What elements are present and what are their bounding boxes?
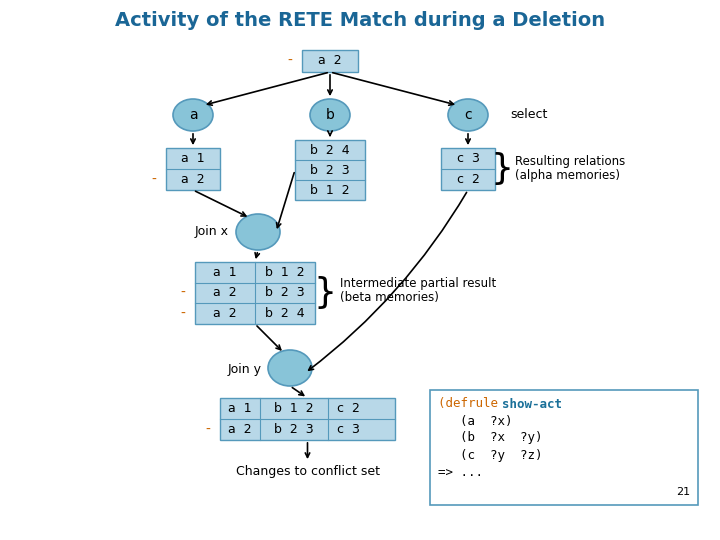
Text: a  2: a 2 bbox=[213, 287, 237, 300]
FancyBboxPatch shape bbox=[195, 262, 315, 324]
Text: a  1: a 1 bbox=[181, 152, 204, 165]
Text: (c  ?y  ?z): (c ?y ?z) bbox=[460, 449, 542, 462]
Text: b  2  4: b 2 4 bbox=[265, 307, 305, 320]
Text: -: - bbox=[206, 422, 210, 436]
Text: c  2: c 2 bbox=[336, 402, 359, 415]
Text: -: - bbox=[287, 54, 292, 68]
Text: -: - bbox=[181, 307, 186, 321]
Ellipse shape bbox=[310, 99, 350, 131]
Text: c  3: c 3 bbox=[336, 423, 359, 436]
Text: -: - bbox=[181, 286, 186, 300]
Text: a  2: a 2 bbox=[318, 55, 342, 68]
Text: c: c bbox=[464, 108, 472, 122]
Text: show-act: show-act bbox=[502, 397, 562, 410]
Text: b  2  3: b 2 3 bbox=[265, 287, 305, 300]
Text: Join x: Join x bbox=[195, 226, 229, 239]
Text: a  2: a 2 bbox=[181, 173, 204, 186]
Text: b  2  4: b 2 4 bbox=[310, 144, 350, 157]
Text: Changes to conflict set: Changes to conflict set bbox=[235, 465, 379, 478]
FancyBboxPatch shape bbox=[166, 148, 220, 190]
Text: Resulting relations: Resulting relations bbox=[515, 156, 625, 168]
Text: Intermediate partial result: Intermediate partial result bbox=[340, 276, 496, 289]
Text: b  2  3: b 2 3 bbox=[274, 423, 314, 436]
Ellipse shape bbox=[236, 214, 280, 250]
Text: 21: 21 bbox=[676, 487, 690, 497]
FancyBboxPatch shape bbox=[302, 50, 358, 72]
Text: a  2: a 2 bbox=[228, 423, 252, 436]
Text: }: } bbox=[490, 152, 513, 186]
Text: (a  ?x): (a ?x) bbox=[460, 415, 513, 428]
FancyBboxPatch shape bbox=[430, 390, 698, 505]
Text: }: } bbox=[313, 276, 336, 310]
Text: c  2: c 2 bbox=[456, 173, 480, 186]
Text: a: a bbox=[189, 108, 197, 122]
Text: Join y: Join y bbox=[228, 363, 262, 376]
Ellipse shape bbox=[268, 350, 312, 386]
Ellipse shape bbox=[173, 99, 213, 131]
Text: b  2  3: b 2 3 bbox=[310, 164, 350, 177]
Text: b: b bbox=[325, 108, 334, 122]
Text: c  3: c 3 bbox=[456, 152, 480, 165]
FancyBboxPatch shape bbox=[295, 140, 365, 200]
Text: select: select bbox=[510, 109, 547, 122]
Ellipse shape bbox=[448, 99, 488, 131]
Text: (b  ?x  ?y): (b ?x ?y) bbox=[460, 431, 542, 444]
Text: a  2: a 2 bbox=[213, 307, 237, 320]
Text: => ...: => ... bbox=[438, 465, 483, 478]
Text: (alpha memories): (alpha memories) bbox=[515, 170, 620, 183]
Text: (beta memories): (beta memories) bbox=[340, 292, 439, 305]
Text: b  1  2: b 1 2 bbox=[274, 402, 314, 415]
Text: -: - bbox=[152, 172, 156, 186]
FancyBboxPatch shape bbox=[441, 148, 495, 190]
Text: b  1  2: b 1 2 bbox=[265, 266, 305, 279]
Text: a  1: a 1 bbox=[213, 266, 237, 279]
Text: a  1: a 1 bbox=[228, 402, 252, 415]
FancyBboxPatch shape bbox=[220, 398, 395, 440]
Text: b  1  2: b 1 2 bbox=[310, 184, 350, 197]
Text: (defrule: (defrule bbox=[438, 397, 513, 410]
Text: Activity of the RETE Match during a Deletion: Activity of the RETE Match during a Dele… bbox=[115, 10, 605, 30]
